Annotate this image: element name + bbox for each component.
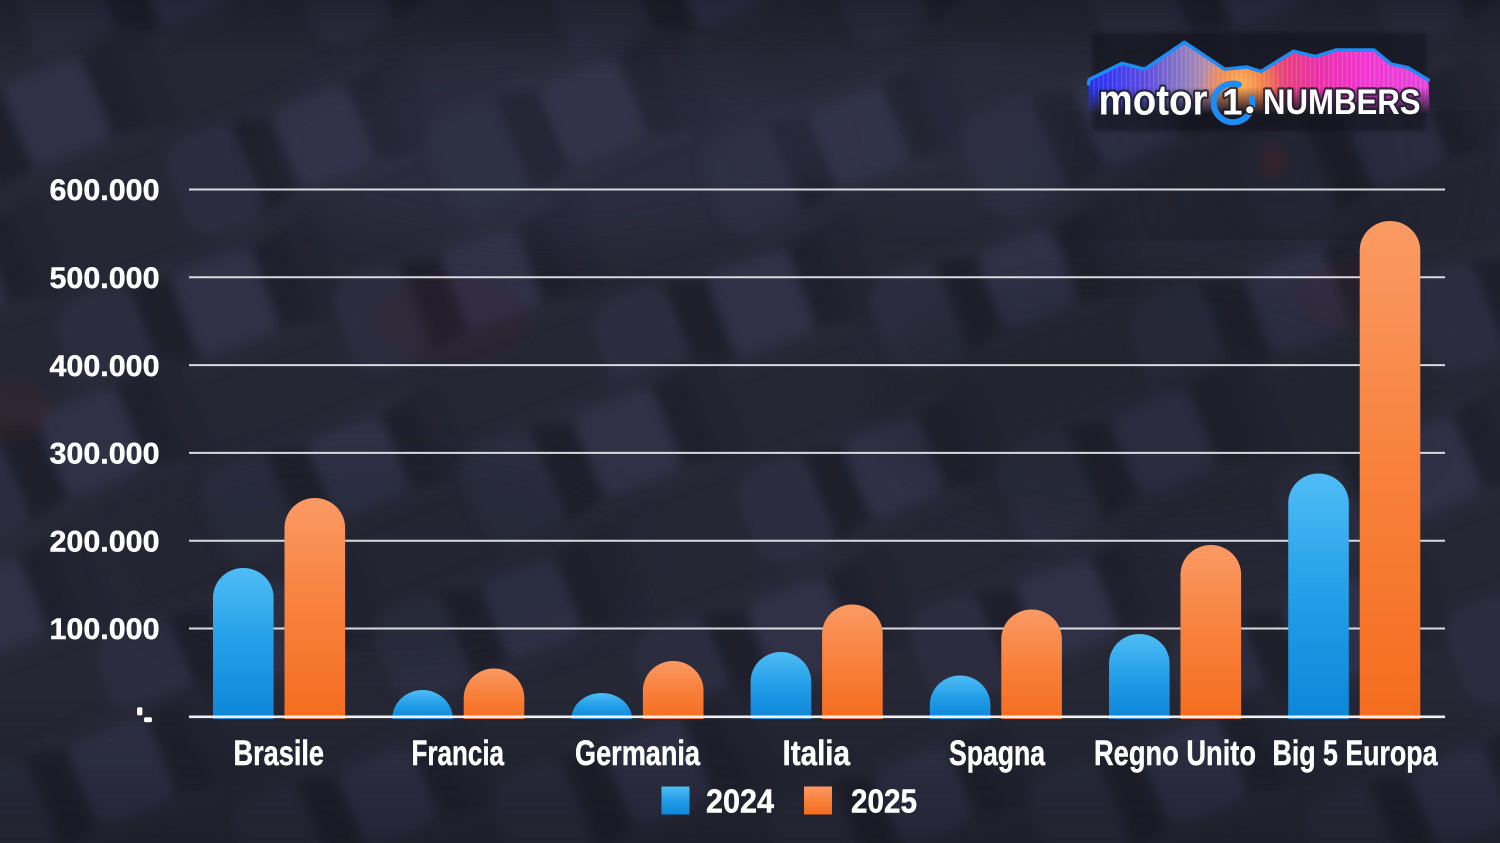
svg-text:300.000: 300.000 xyxy=(50,438,160,471)
svg-text:Francia: Francia xyxy=(412,734,505,773)
svg-text:600.000: 600.000 xyxy=(50,174,160,207)
svg-text:Spagna: Spagna xyxy=(949,734,1045,773)
svg-text:200.000: 200.000 xyxy=(50,525,160,558)
svg-text:Germania: Germania xyxy=(575,734,700,773)
svg-text:NUMBERS: NUMBERS xyxy=(1263,82,1421,122)
svg-text:100.000: 100.000 xyxy=(50,613,160,646)
svg-text:Big 5 Europa: Big 5 Europa xyxy=(1273,734,1438,773)
svg-text:2025: 2025 xyxy=(851,783,917,820)
svg-text:Brasile: Brasile xyxy=(234,734,325,773)
svg-text:400.000: 400.000 xyxy=(50,350,160,383)
svg-text:Regno Unito: Regno Unito xyxy=(1094,734,1256,773)
svg-text:2024: 2024 xyxy=(706,783,775,820)
svg-text:motor: motor xyxy=(1099,77,1208,125)
svg-text:500.000: 500.000 xyxy=(50,262,160,295)
svg-text:Italia: Italia xyxy=(783,734,851,773)
